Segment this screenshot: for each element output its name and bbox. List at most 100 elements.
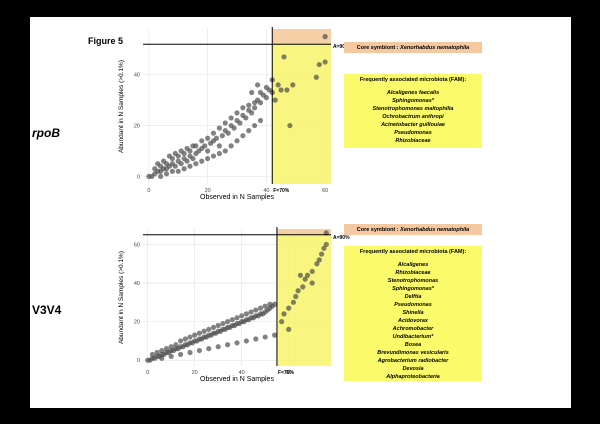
data-point — [206, 326, 212, 332]
data-point — [149, 351, 155, 358]
x-tick-label: 60 — [322, 188, 328, 194]
data-point — [295, 288, 301, 294]
data-point — [234, 110, 240, 116]
y-axis-label: Abundant in N Samples (>0.1%) — [118, 60, 125, 153]
data-point — [263, 84, 269, 91]
data-point — [178, 161, 184, 167]
core-prefix: Core symbiont : — [356, 44, 399, 51]
data-point — [199, 138, 205, 144]
data-point — [319, 251, 325, 257]
data-point — [205, 148, 211, 154]
data-point — [201, 328, 207, 334]
data-point — [239, 313, 245, 319]
data-point — [243, 311, 249, 317]
data-point — [222, 148, 228, 154]
data-point — [216, 150, 222, 157]
data-point — [173, 342, 179, 348]
core-prefix: Core symbiont : — [356, 226, 399, 233]
fam-list: Alcaligenes faecalis Sphingomonas* Stenotr… — [344, 89, 482, 145]
data-point — [290, 82, 296, 88]
data-point — [159, 355, 165, 361]
data-point — [225, 130, 231, 136]
a-threshold-label: A=90% — [333, 44, 350, 50]
data-point — [254, 82, 261, 88]
data-point — [231, 125, 237, 131]
fam-item: Delftia — [404, 294, 422, 300]
data-point — [196, 347, 202, 354]
x-tick-label: 40 — [239, 370, 245, 376]
fam-item: Bosea — [404, 342, 422, 348]
data-point — [275, 82, 281, 88]
data-point — [190, 155, 196, 162]
data-point — [220, 320, 226, 327]
data-point — [168, 353, 174, 359]
data-point — [234, 340, 240, 346]
fam-item: Agrobacterium radiobacter — [377, 358, 449, 364]
core-symbiont-box-rpob: Core symbiont : Xenorhabdus nematophila — [344, 42, 482, 53]
data-point — [205, 135, 211, 141]
data-point — [216, 143, 222, 149]
fam-item: Brevundimonas vesicularis — [377, 350, 449, 356]
data-point — [240, 133, 246, 139]
data-point — [178, 351, 184, 358]
f-threshold-label: F=70% — [278, 370, 295, 376]
fam-item: Sphingomonas* — [392, 98, 434, 104]
data-point — [163, 171, 170, 177]
data-point — [169, 168, 175, 174]
core-name: Xenorhabdus nematophila — [400, 226, 470, 233]
fam-item: Alcaligenes — [397, 262, 429, 268]
data-point — [202, 143, 208, 149]
data-point — [304, 272, 311, 278]
data-point — [210, 153, 217, 159]
scatter-plot-rpob: 0 20 40 60 0 20 40 F=70% A=90% Observed in N Samp… — [118, 27, 350, 201]
x-tick-label: 20 — [205, 188, 211, 194]
data-point — [213, 135, 220, 141]
data-point — [286, 305, 292, 311]
data-point — [159, 347, 165, 354]
data-point — [228, 115, 234, 121]
data-point — [168, 344, 174, 350]
y-axis-label: Abundant in N Samples (>0.1%) — [118, 251, 125, 344]
data-point — [210, 130, 217, 136]
data-point — [175, 153, 181, 159]
data-point — [322, 34, 328, 40]
fam-item: Pseudomonas — [394, 130, 432, 136]
data-point — [158, 163, 164, 169]
data-point — [196, 330, 202, 336]
data-point — [309, 280, 315, 286]
fam-item: Acinetobacter guillouiae — [381, 122, 445, 128]
x-tick-label: 0 — [147, 188, 150, 194]
fam-box-rpob: Frequently associated microbiota (FAM): … — [344, 74, 482, 148]
data-point — [178, 338, 184, 344]
data-point — [272, 332, 278, 338]
data-point — [228, 143, 234, 149]
fam-item: Undibacterium* — [392, 334, 434, 340]
data-point — [152, 166, 158, 172]
figure-slide: Figure 5 rpoB V3V4 0 20 40 60 0 20 40 F=70% A=90… — [30, 17, 571, 408]
data-point — [169, 155, 175, 162]
data-point — [253, 307, 259, 313]
x-tick-label: 0 — [146, 370, 149, 376]
data-point — [272, 301, 278, 307]
y-tick-label: 20 — [134, 320, 140, 326]
data-point — [222, 120, 228, 126]
fam-title: Frequently associated microbiota (FAM): — [359, 249, 467, 255]
figure-title: Figure 5 — [88, 36, 124, 46]
fam-title: Frequently associated microbiota (FAM): — [359, 77, 467, 83]
data-point — [267, 301, 273, 307]
row-label-v3v4: V3V4 — [32, 303, 62, 317]
fam-item: Alcaligenes faecalis — [386, 90, 440, 96]
data-point — [323, 230, 329, 236]
data-point — [249, 110, 255, 116]
data-point — [278, 87, 284, 93]
data-point — [257, 117, 264, 124]
data-point — [293, 293, 299, 300]
data-point — [246, 102, 252, 108]
fam-box-v3v4: Frequently associated microbiota (FAM): … — [344, 246, 482, 381]
data-point — [163, 161, 170, 167]
fam-item: Alphaproteobacteria — [386, 374, 440, 380]
data-point — [187, 163, 193, 169]
fam-item: Rhizobiaceae — [395, 138, 431, 144]
fam-region — [272, 29, 331, 184]
data-point — [229, 317, 235, 323]
